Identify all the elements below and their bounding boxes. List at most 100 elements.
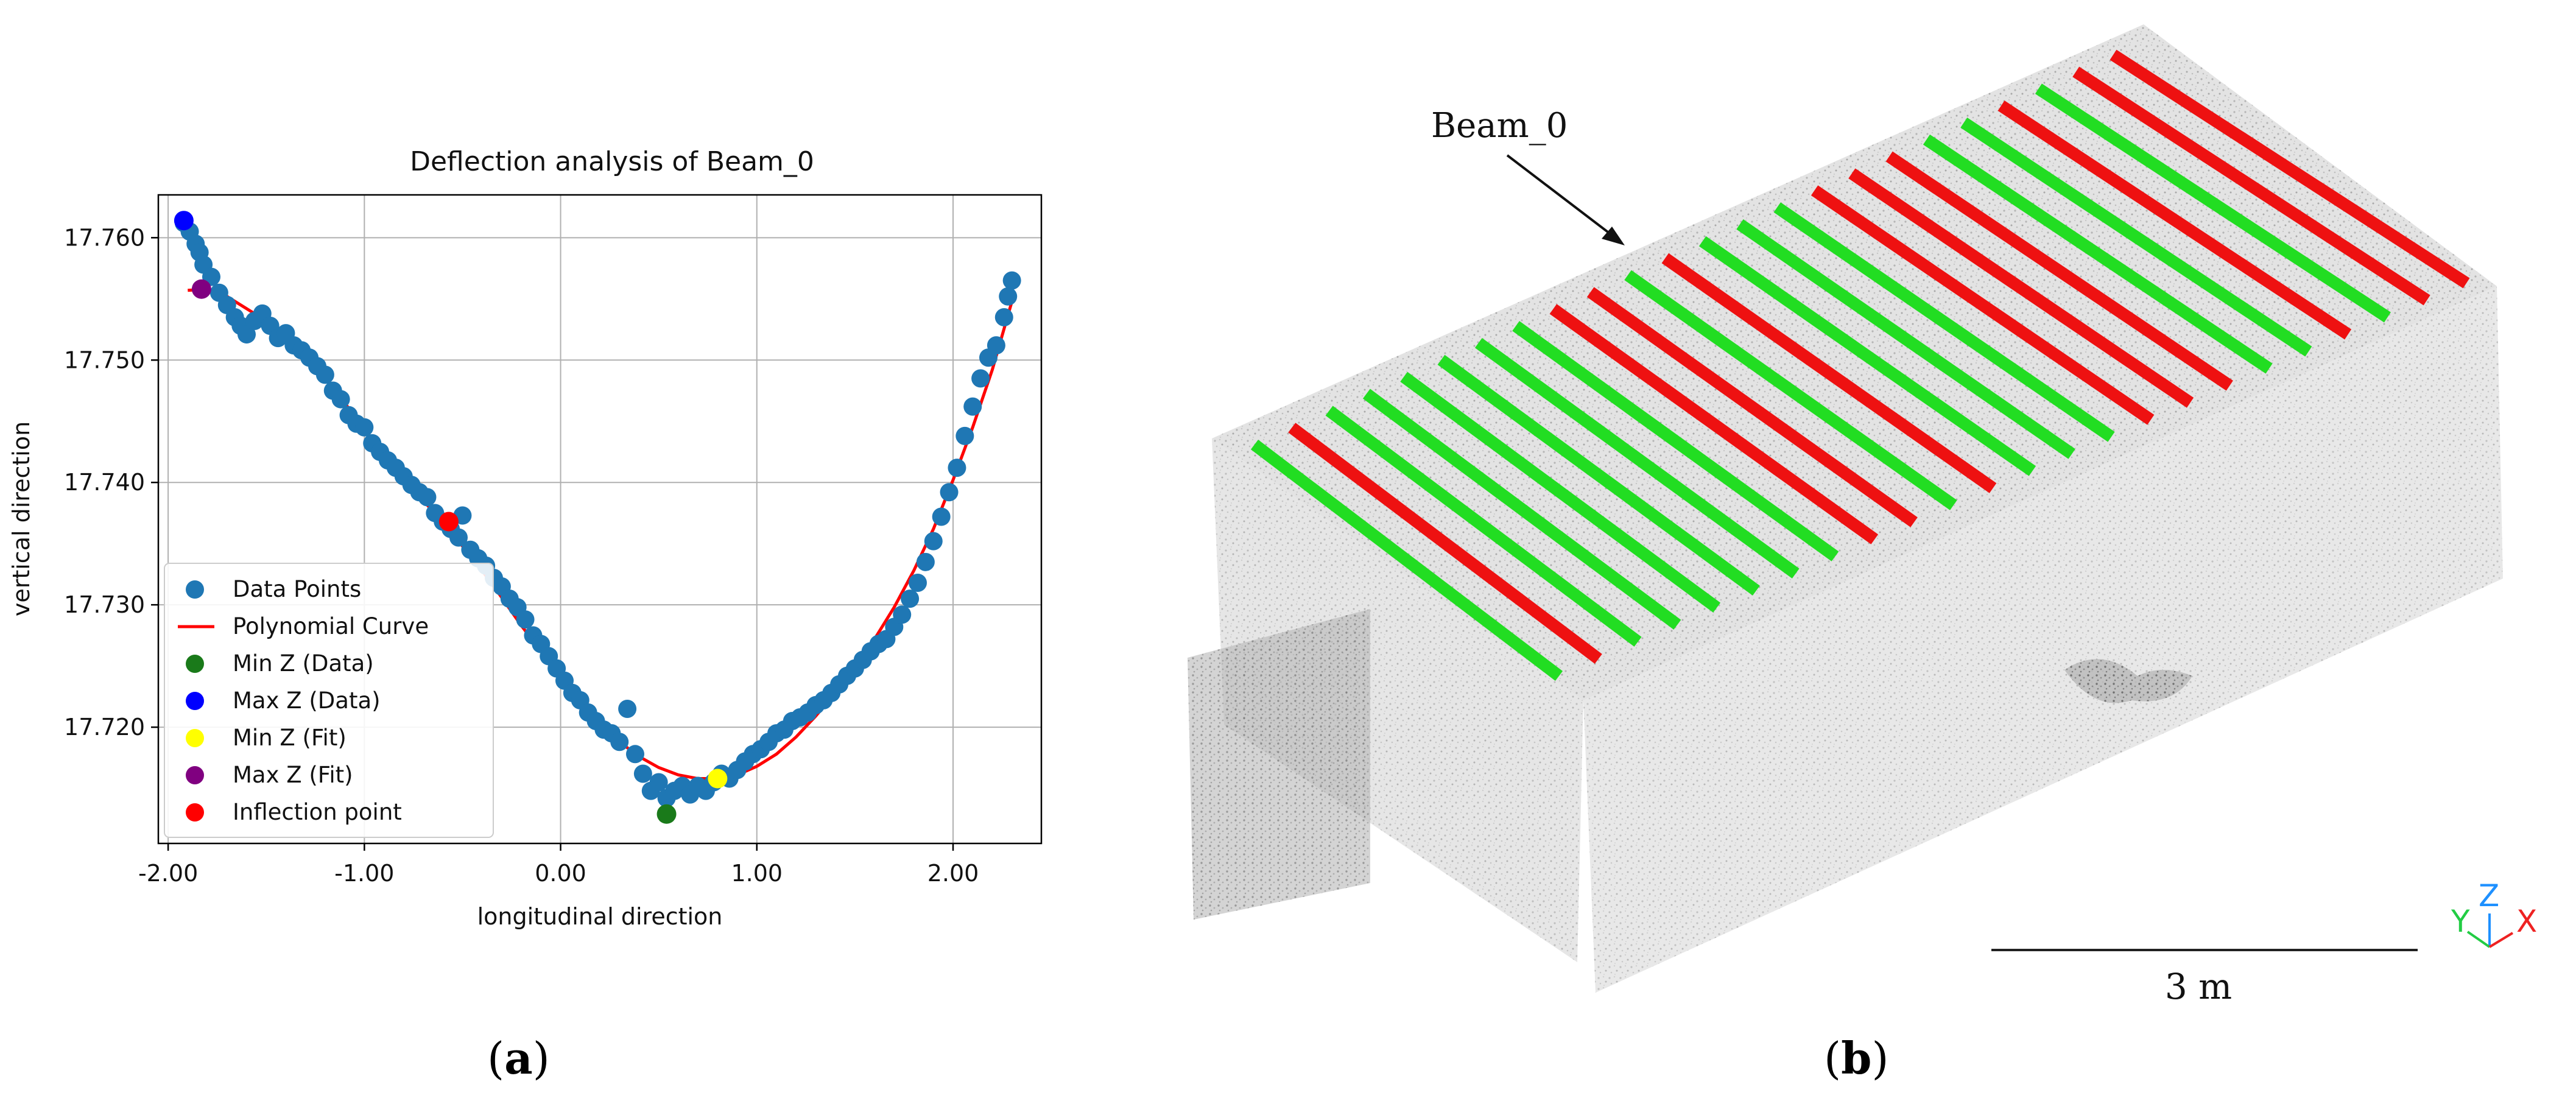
building-left-face	[1212, 438, 1583, 962]
data-point	[999, 287, 1018, 306]
chart-ticks: -2.00 -1.00 0.00 1.00 2.00 17.720 17.730 17.740…	[64, 224, 979, 887]
chart-points	[174, 214, 1021, 808]
axis-z-label: Z	[2479, 878, 2499, 913]
data-point	[315, 365, 334, 384]
x-tick-label: 2.00	[927, 860, 979, 887]
beam-21	[2035, 83, 2391, 323]
beam-11	[1661, 253, 1997, 493]
panel-a: Deflection analysis of Beam_0 -2.00 -1.00…	[0, 0, 1096, 1110]
beam-arrow-head	[1602, 227, 1625, 245]
data-point	[994, 308, 1013, 326]
beam-14	[1773, 202, 2115, 442]
beam-1	[1288, 423, 1602, 664]
data-point	[901, 589, 920, 608]
building-top-face	[1212, 24, 2497, 700]
beam-4	[1400, 371, 1721, 613]
beam-18	[1923, 134, 2273, 374]
data-point	[418, 488, 437, 507]
debris-cluster	[2064, 659, 2192, 703]
beam-12	[1698, 236, 2036, 476]
y-tick-label: 17.750	[64, 347, 145, 373]
legend-swatch	[186, 766, 204, 784]
beam-arrow	[1506, 154, 1616, 239]
beam-16	[1848, 168, 2194, 408]
y-tick-label: 17.740	[64, 469, 145, 496]
legend-swatch	[186, 692, 204, 710]
marker-max-z-fit	[191, 279, 211, 299]
data-point	[355, 418, 374, 437]
beam-19	[1960, 117, 2312, 357]
legend-entry: Data Points	[233, 576, 361, 602]
legend-swatch	[186, 655, 204, 673]
beam-8	[1549, 304, 1879, 544]
panel-a-letter: a	[504, 1032, 533, 1084]
marker-min-z-data	[656, 804, 677, 824]
legend-entry: Polynomial Curve	[233, 613, 429, 639]
data-point	[610, 733, 629, 751]
building-lower-block	[1188, 609, 1370, 920]
y-tick-label: 17.720	[64, 714, 145, 741]
data-point	[955, 426, 974, 445]
panel-b: Beam_0 3 m Y Z X (b)	[1114, 0, 2576, 1110]
beam-22	[2072, 66, 2430, 306]
marker-max-z-data	[174, 211, 194, 231]
legend-entry: Max Z (Fit)	[233, 762, 353, 788]
axis-y-label: Y	[2451, 904, 2470, 939]
building-front-face	[1583, 286, 2503, 993]
data-point	[948, 459, 966, 477]
y-axis-label: vertical direction	[8, 421, 35, 616]
plot-frame	[157, 194, 1043, 845]
beam-15	[1811, 185, 2155, 425]
beam-9	[1586, 287, 1918, 527]
data-point	[893, 605, 912, 624]
data-point	[331, 390, 350, 409]
beam-label: Beam_0	[1431, 106, 1568, 146]
beam-20	[1997, 100, 2352, 340]
data-point	[940, 483, 959, 502]
data-point	[238, 325, 256, 344]
legend-entry: Min Z (Data)	[233, 650, 374, 677]
data-point	[626, 745, 644, 764]
data-point	[971, 369, 990, 388]
scale-label: 3 m	[2165, 966, 2232, 1007]
data-point	[924, 532, 943, 551]
beam-5	[1437, 354, 1760, 596]
data-point	[963, 397, 982, 416]
y-tick-label: 17.760	[64, 224, 145, 251]
x-tick-label: -2.00	[138, 860, 198, 887]
y-tick-label: 17.730	[64, 591, 145, 618]
legend-swatch	[186, 803, 204, 822]
data-point	[618, 699, 637, 718]
deflection-chart: Deflection analysis of Beam_0 -2.00 -1.00…	[8, 146, 1043, 930]
data-point	[516, 610, 535, 629]
data-point	[932, 507, 951, 526]
legend-entry: Inflection point	[233, 799, 402, 825]
beam-3	[1362, 389, 1681, 630]
beam-13	[1736, 219, 2075, 459]
data-point	[916, 552, 935, 571]
chart-markers	[174, 211, 728, 824]
legend-swatch	[186, 729, 204, 747]
legend-entry: Min Z (Fit)	[233, 725, 347, 751]
chart-title: Deflection analysis of Beam_0	[410, 146, 814, 177]
x-axis-label: longitudinal direction	[477, 903, 723, 930]
data-point	[649, 773, 668, 792]
marker-inflection-point	[438, 512, 459, 532]
chart-legend: Data Points Polynomial Curve Min Z (Data) M…	[164, 563, 494, 838]
marker-min-z-fit	[708, 769, 728, 789]
axis-triad: Y Z X	[2451, 878, 2537, 948]
axis-x-label: X	[2516, 904, 2537, 939]
beam-17	[1885, 151, 2233, 391]
beam-7	[1512, 321, 1839, 561]
beam-2	[1325, 406, 1642, 647]
beam-10	[1624, 270, 1957, 510]
panel-b-caption: (b)	[1824, 1032, 1889, 1084]
data-point	[909, 573, 927, 592]
panel-b-letter: b	[1841, 1032, 1872, 1084]
beam-23	[2110, 49, 2470, 289]
point-cloud-view: Beam_0 3 m Y Z X	[1188, 24, 2537, 1007]
panel-a-caption: (a)	[487, 1032, 550, 1084]
data-point	[1002, 271, 1021, 290]
data-point	[633, 764, 652, 783]
beam-0	[1250, 440, 1563, 681]
